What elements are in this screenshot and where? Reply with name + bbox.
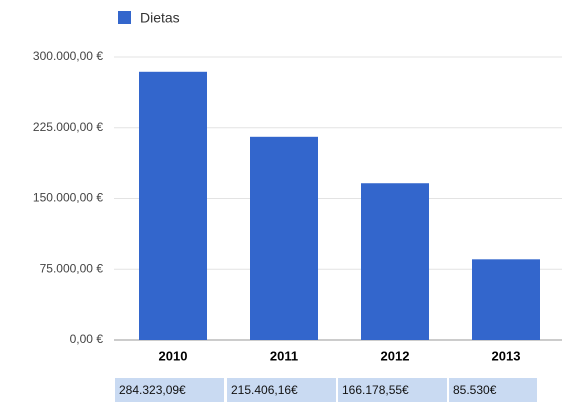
table-cell xyxy=(115,378,224,402)
bar xyxy=(250,136,318,340)
y-tick-label: 75.000,00 € xyxy=(40,261,104,275)
value-label: 284.323,09€ xyxy=(119,383,186,397)
y-tick-label: 0,00 € xyxy=(70,332,104,346)
bar xyxy=(139,71,207,341)
y-tick-label: 225.000,00 € xyxy=(33,120,103,134)
x-tick-label: 2011 xyxy=(270,348,298,363)
table-cell xyxy=(449,378,537,402)
y-tick-label: 300.000,00 € xyxy=(33,49,103,63)
legend-swatch xyxy=(118,11,131,24)
legend-label: Dietas xyxy=(140,10,180,26)
table-cell xyxy=(227,378,336,402)
bar xyxy=(472,259,540,340)
x-tick-label: 2013 xyxy=(492,348,521,363)
y-tick-label: 150.000,00 € xyxy=(33,191,103,205)
value-label: 215.406,16€ xyxy=(231,383,298,397)
x-tick-label: 2012 xyxy=(381,348,410,363)
table-cell xyxy=(338,378,447,402)
value-label: 166.178,55€ xyxy=(342,383,409,397)
x-tick-label: 2010 xyxy=(159,348,188,363)
bar xyxy=(361,183,429,340)
value-label: 85.530€ xyxy=(453,383,497,397)
